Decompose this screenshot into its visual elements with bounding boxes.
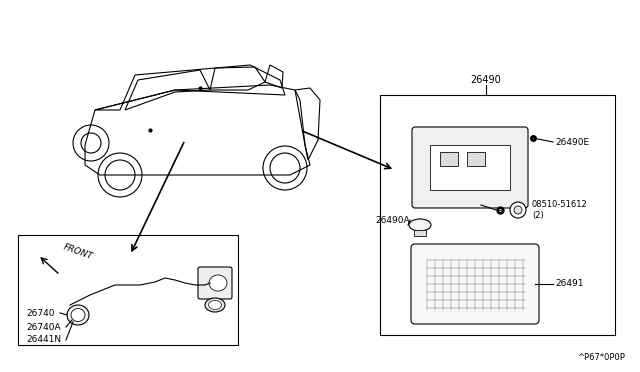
Circle shape [514,206,522,214]
Ellipse shape [209,275,227,291]
Circle shape [510,202,526,218]
Text: 26490E: 26490E [555,138,589,147]
Bar [467,152,485,166]
Text: 26490A: 26490A [376,215,410,224]
FancyBboxPatch shape [412,127,528,208]
FancyBboxPatch shape [198,267,232,299]
Text: 26441N: 26441N [26,336,61,344]
Text: 26491: 26491 [555,279,584,289]
Bar [414,230,426,236]
Bar [18,235,238,345]
Ellipse shape [409,219,431,231]
Text: 26490: 26490 [470,75,501,85]
Ellipse shape [209,301,221,310]
Text: 08510-51612
(2): 08510-51612 (2) [532,200,588,220]
Text: FRONT: FRONT [62,243,94,262]
Bar [440,152,458,166]
FancyBboxPatch shape [411,244,539,324]
Ellipse shape [205,298,225,312]
Text: ^P67*0P0P: ^P67*0P0P [577,353,625,362]
Bar [380,95,615,335]
Ellipse shape [67,305,89,325]
Bar [430,145,510,190]
Text: 26740: 26740 [26,308,54,317]
Text: 26740A: 26740A [26,323,61,331]
Ellipse shape [71,308,85,321]
